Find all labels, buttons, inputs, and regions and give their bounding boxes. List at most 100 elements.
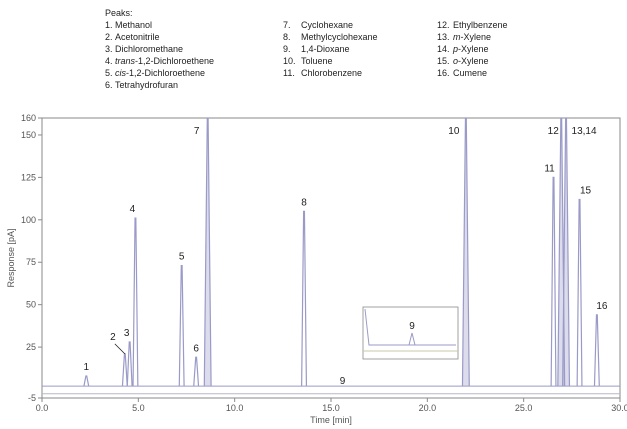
legend-item: 7. Cyclohexane: [283, 20, 353, 30]
legend-item-number: 11.: [283, 68, 295, 78]
legend-item: 15. o-Xylene: [437, 56, 489, 66]
y-tick-label: 50: [26, 300, 36, 310]
peak-label: 7: [194, 126, 200, 137]
legend-item-name: Ethylbenzene: [453, 20, 508, 30]
legend-item-number: 9.: [283, 44, 291, 54]
legend-item-number: 6.: [105, 80, 113, 90]
peak-label: 9: [340, 376, 346, 387]
legend-item: 3. Dichloromethane: [105, 44, 183, 54]
peak-8: [301, 210, 308, 387]
peak-7: [203, 117, 212, 387]
legend-item-number: 1.: [105, 20, 113, 30]
inset-trace: [364, 308, 456, 346]
peak-label: 8: [301, 197, 307, 208]
legend-item-suffix: -1,2-Dichloroethene: [126, 68, 206, 78]
inset-frame: [362, 306, 459, 360]
y-tick-label: 100: [21, 215, 36, 225]
legend-item: 8. Methylcyclohexane: [283, 32, 378, 42]
legend-item-name: trans-1,2-Dichloroethene: [115, 56, 214, 66]
legend-item-name: cis-1,2-Dichloroethene: [115, 68, 205, 78]
peak-label: 11: [544, 163, 555, 174]
legend-item-suffix: -Xylene: [458, 44, 489, 54]
legend-item-number: 2.: [105, 32, 113, 42]
legend-item: 6. Tetrahydrofuran: [105, 80, 178, 90]
legend-item-suffix: Toluene: [301, 56, 333, 66]
legend-item-number: 16.: [437, 68, 450, 78]
x-tick-label: 15.0: [322, 403, 340, 413]
legend-item-number: 3.: [105, 44, 113, 54]
peak-legend: Peaks: 1. Methanol 2. Acetonitrile 3. Dichlor…: [0, 0, 627, 110]
legend-item-suffix: 1,4-Dioxane: [301, 44, 350, 54]
legend-item-name: m-Xylene: [453, 32, 491, 42]
legend-item-italic-prefix: o: [453, 56, 459, 66]
legend-item-name: Methanol: [115, 20, 152, 30]
legend-item: 14. p-Xylene: [437, 44, 489, 54]
legend-item-suffix: Methylcyclohexane: [301, 32, 378, 42]
legend-item-name: Cyclohexane: [301, 20, 353, 30]
peak-6: [193, 356, 200, 387]
legend-item-suffix: Ethylbenzene: [453, 20, 508, 30]
peak-label: 16: [596, 301, 608, 312]
legend-item: 9. 1,4-Dioxane: [283, 44, 350, 54]
legend-item-suffix: Cyclohexane: [301, 20, 354, 30]
peak-15: [576, 198, 583, 387]
peak-10: [461, 117, 470, 387]
peak-3: [126, 341, 133, 387]
inset-peak-9: [408, 332, 416, 346]
legend-item-suffix: -Xylene: [458, 56, 489, 66]
legend-item-number: 10.: [283, 56, 296, 66]
legend-item-name: 1,4-Dioxane: [301, 44, 350, 54]
legend-item-italic-prefix: cis: [115, 68, 126, 78]
legend-item-name: Methylcyclohexane: [301, 32, 378, 42]
legend-item-number: 12.: [437, 20, 450, 30]
legend-item-number: 14.: [437, 44, 450, 54]
legend-item-suffix: Cumene: [453, 68, 488, 78]
legend-item: 13. m-Xylene: [437, 32, 491, 42]
legend-item-name: p-Xylene: [453, 44, 489, 54]
legend-item-suffix: -1,2-Dichloroethene: [135, 56, 215, 66]
legend-item-number: 4.: [105, 56, 113, 66]
peak-label: 5: [179, 252, 185, 263]
x-tick-label: 10.0: [226, 403, 244, 413]
legend-item: 4. trans-1,2-Dichloroethene: [105, 56, 214, 66]
x-tick-label: 20.0: [419, 403, 437, 413]
y-tick-label: 75: [26, 257, 36, 267]
legend-item-suffix: Chlorobenzene: [301, 68, 363, 78]
legend-item-name: o-Xylene: [453, 56, 489, 66]
x-tick-label: 0.0: [36, 403, 49, 413]
y-tick-label: -5: [28, 393, 36, 403]
y-tick-label: 160: [21, 113, 36, 123]
peak-13-14: [562, 117, 571, 387]
legend-item-number: 15.: [437, 56, 450, 66]
peak-16: [593, 314, 600, 387]
y-axis-label: Response [pA]: [6, 228, 16, 287]
inset-chart: 9: [362, 306, 459, 360]
legend-item-number: 5.: [105, 68, 113, 78]
y-tick-label: 25: [26, 342, 36, 352]
legend-item-suffix: Acetonitrile: [115, 32, 160, 42]
peak-5: [178, 265, 185, 387]
legend-item: 11. Chlorobenzene: [283, 68, 362, 78]
legend-item-italic-prefix: m: [453, 32, 461, 42]
y-tick-label: 150: [21, 130, 36, 140]
peak-label: 2: [110, 332, 116, 343]
inset-peak-label: 9: [409, 321, 415, 332]
peak-label: 13,14: [572, 126, 597, 137]
legend-item-name: Acetonitrile: [115, 32, 160, 42]
plot-frame: [41, 117, 621, 399]
legend-item-name: Tetrahydrofuran: [115, 80, 178, 90]
peak-label: 10: [448, 126, 460, 137]
peak-label: 1: [84, 362, 90, 373]
legend-item-name: Toluene: [301, 56, 333, 66]
legend-item-name: Cumene: [453, 68, 487, 78]
legend-item-suffix: Dichloromethane: [115, 44, 184, 54]
legend-item: 2. Acetonitrile: [105, 32, 160, 42]
legend-item-name: Dichloromethane: [115, 44, 183, 54]
legend-item-suffix: Tetrahydrofuran: [115, 80, 179, 90]
peak-2: [121, 353, 128, 387]
y-tick-label: 125: [21, 172, 36, 182]
peak-2-leader: [114, 343, 126, 355]
legend-item: 1. Methanol: [105, 20, 152, 30]
legend-item: 12. Ethylbenzene: [437, 20, 508, 30]
